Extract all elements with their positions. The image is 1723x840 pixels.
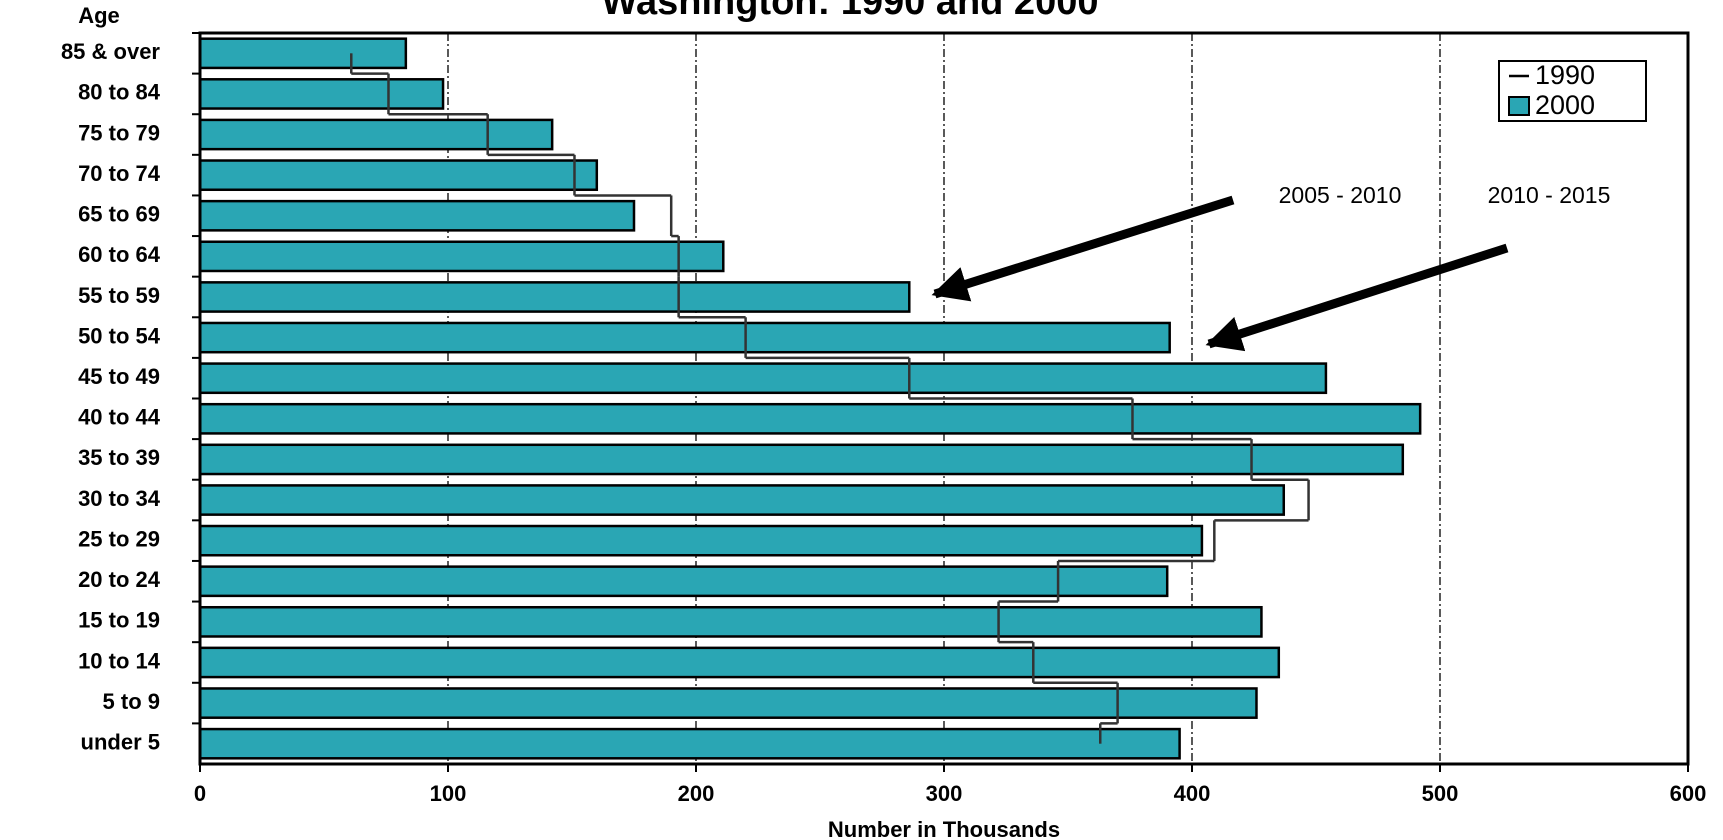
legend-label: 2000 [1535,90,1595,120]
y-tick-label: 10 to 14 [78,648,161,673]
y-tick-label: 40 to 44 [78,405,161,430]
bar [198,727,1181,760]
y-tick-label: 20 to 24 [78,567,161,592]
y-tick-label: 75 to 79 [78,120,160,145]
bar [198,362,1328,395]
bar [198,605,1263,638]
annotation: 2005 - 2010 [1279,182,1402,208]
arrow [931,195,1235,302]
bar [198,199,636,232]
legend-label: 1990 [1535,60,1595,90]
y-tick-label: 5 to 9 [103,689,160,714]
bar [198,118,554,151]
plot-frame [198,31,1690,766]
chart-title: Washington: 1990 and 2000 [602,0,1099,23]
bar [198,159,599,192]
bar [198,240,725,273]
bar [198,524,1204,557]
y-tick-label: 50 to 54 [78,323,161,348]
y-tick-label: 25 to 29 [78,526,160,551]
y-tick-label: 65 to 69 [78,202,160,227]
annotation: 2010 - 2015 [1488,182,1611,208]
y-axis-label: Age [78,3,120,28]
x-tick-label: 400 [1174,781,1211,806]
y-tick-label: 80 to 84 [78,80,161,105]
y-tick-label: 60 to 64 [78,242,161,267]
bar [198,687,1258,719]
legend-swatch [1508,96,1530,116]
bar [198,443,1405,476]
bar [198,646,1281,679]
y-tick-label: 70 to 74 [78,161,161,186]
bar [198,565,1169,598]
y-tick-label: 30 to 34 [78,486,161,511]
x-tick-label: 100 [430,781,467,806]
x-tick-label: 200 [678,781,715,806]
bar [198,37,408,70]
bar [198,321,1171,354]
y-tick-label: 35 to 39 [78,445,160,470]
x-tick-label: 500 [1422,781,1459,806]
arrow [1205,243,1509,352]
y-tick-label: 85 & over [61,39,160,64]
y-tick-label: under 5 [81,730,160,755]
y-tick-label: 45 to 49 [78,364,160,389]
x-tick-label: 0 [194,781,206,806]
y-tick-label: 15 to 19 [78,608,160,633]
x-axis-label: Number in Thousands [828,817,1060,840]
bar [198,484,1286,516]
y-tick-label: 55 to 59 [78,283,160,308]
bar [198,402,1422,435]
x-tick-label: 600 [1670,781,1707,806]
bar [198,78,445,110]
bar [198,281,911,313]
x-tick-label: 300 [926,781,963,806]
